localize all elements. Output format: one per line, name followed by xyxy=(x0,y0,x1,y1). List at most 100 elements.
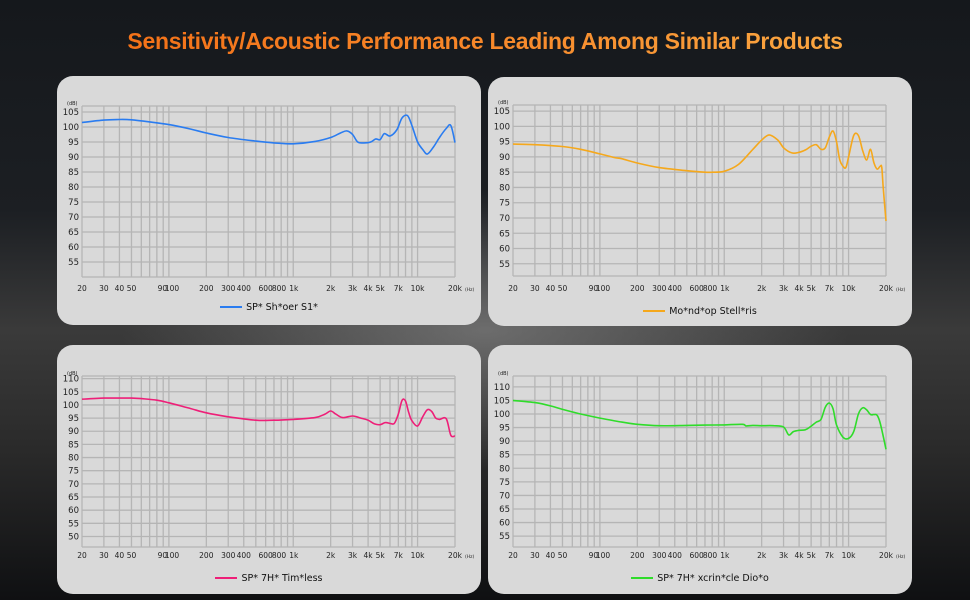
x-tick-label: 20k xyxy=(879,284,894,293)
y-tick-label: 65 xyxy=(499,229,510,239)
x-tick-label: 4k xyxy=(795,284,805,293)
y-tick-label: 75 xyxy=(68,198,79,208)
x-tick-label: 100 xyxy=(165,284,180,293)
y-tick-label: 60 xyxy=(499,519,510,529)
x-tick-label: 300 xyxy=(652,284,667,293)
y-tick-label: 80 xyxy=(68,183,79,193)
y-tick-label: 55 xyxy=(499,260,510,270)
y-tick-label: 105 xyxy=(494,396,510,406)
series-line xyxy=(512,130,887,222)
y-tick-label: 75 xyxy=(499,478,510,488)
x-tick-label: 5k xyxy=(376,551,386,560)
x-tick-label: 3k xyxy=(779,551,789,560)
grid xyxy=(81,375,456,548)
x-tick-label: 800 xyxy=(272,551,287,560)
x-tick-label: 200 xyxy=(630,551,645,560)
x-tick-label: 20 xyxy=(508,284,518,293)
y-tick-label: 60 xyxy=(68,243,79,253)
x-tick-label: 7k xyxy=(825,551,835,560)
x-tick-label: 5k xyxy=(807,551,817,560)
y-tick-label: 85 xyxy=(499,168,510,178)
y-unit-label: (dB) xyxy=(67,371,78,377)
x-tick-label: 600 xyxy=(689,284,704,293)
x-tick-label: 100 xyxy=(596,551,611,560)
y-tick-label: 70 xyxy=(68,213,79,223)
y-tick-label: 95 xyxy=(499,424,510,434)
y-tick-label: 80 xyxy=(499,464,510,474)
y-tick-label: 60 xyxy=(68,506,79,516)
y-tick-label: 90 xyxy=(499,153,510,163)
y-tick-label: 100 xyxy=(63,401,79,411)
x-tick-label: 200 xyxy=(199,284,214,293)
x-tick-label: 50 xyxy=(127,284,137,293)
x-tick-label: 20 xyxy=(508,551,518,560)
x-tick-label: 1k xyxy=(720,284,730,293)
frequency-response-chart-4: 110 105 100 95 90 85 80 75 70 65 60 55 (dB) 20 30 40 50 9… xyxy=(494,371,906,560)
y-tick-label: 75 xyxy=(499,199,510,209)
y-tick-label: 100 xyxy=(494,122,510,132)
x-tick-label: 400 xyxy=(668,284,683,293)
x-tick-label: 7k xyxy=(825,284,835,293)
page-title: Sensitivity/Acoustic Performance Leading… xyxy=(0,28,970,55)
y-unit-label: (dB) xyxy=(498,100,509,106)
x-tick-label: 40 xyxy=(546,284,556,293)
x-tick-label: 90 xyxy=(158,551,168,560)
x-tick-label: 600 xyxy=(258,551,273,560)
grid xyxy=(81,105,456,278)
x-tick-label: 7k xyxy=(394,551,404,560)
x-tick-label: 10k xyxy=(842,284,857,293)
x-tick-label: 50 xyxy=(558,551,568,560)
x-tick-label: 40 xyxy=(115,551,125,560)
y-tick-label: 80 xyxy=(499,183,510,193)
x-tick-label: 600 xyxy=(258,284,273,293)
y-tick-label: 85 xyxy=(499,451,510,461)
grid xyxy=(512,375,887,548)
grid xyxy=(512,104,887,277)
y-tick-label: 55 xyxy=(68,519,79,529)
x-tick-label: 30 xyxy=(99,551,109,560)
x-tick-label: 90 xyxy=(589,284,599,293)
x-tick-label: 800 xyxy=(703,284,718,293)
x-tick-label: 1k xyxy=(720,551,730,560)
chart-panel-4: 110 105 100 95 90 85 80 75 70 65 60 55 (dB) 20 30 40 50 9… xyxy=(488,345,912,594)
x-tick-label: 3k xyxy=(348,284,358,293)
x-tick-label: 2k xyxy=(326,284,336,293)
x-tick-label: 30 xyxy=(530,284,540,293)
x-tick-label: 10k xyxy=(842,551,857,560)
x-tick-label: 30 xyxy=(99,284,109,293)
x-tick-label: 800 xyxy=(272,284,287,293)
chart-legend-4: SP* 7H* xcrin*cle Dio*o xyxy=(488,573,912,584)
x-unit-label: (Hz) xyxy=(896,554,906,560)
y-tick-label: 70 xyxy=(68,480,79,490)
x-tick-label: 50 xyxy=(127,551,137,560)
x-tick-label: 20k xyxy=(448,551,463,560)
y-tick-label: 65 xyxy=(68,493,79,503)
x-tick-label: 10k xyxy=(411,284,426,293)
legend-label: SP* 7H* Tim*less xyxy=(241,573,323,584)
y-tick-label: 70 xyxy=(499,214,510,224)
series-line xyxy=(81,114,456,155)
x-tick-label: 300 xyxy=(221,284,236,293)
x-tick-label: 2k xyxy=(757,551,767,560)
series-line xyxy=(81,397,456,438)
x-tick-label: 7k xyxy=(394,284,404,293)
x-tick-label: 2k xyxy=(326,551,336,560)
x-tick-label: 4k xyxy=(364,551,374,560)
x-tick-label: 3k xyxy=(348,551,358,560)
legend-swatch xyxy=(215,576,238,579)
x-tick-label: 400 xyxy=(237,551,252,560)
x-tick-label: 400 xyxy=(237,284,252,293)
y-tick-label: 95 xyxy=(68,138,79,148)
x-tick-label: 50 xyxy=(558,284,568,293)
x-tick-label: 90 xyxy=(589,551,599,560)
x-tick-label: 4k xyxy=(364,284,374,293)
legend-swatch xyxy=(643,309,666,312)
y-tick-label: 105 xyxy=(63,388,79,398)
x-tick-label: 20k xyxy=(448,284,463,293)
x-tick-label: 20k xyxy=(879,551,894,560)
legend-label: Mo*nd*op Stell*ris xyxy=(669,306,757,317)
y-axis: 110 105 100 95 90 85 80 75 70 65 60 55 50 (dB) xyxy=(63,371,79,542)
